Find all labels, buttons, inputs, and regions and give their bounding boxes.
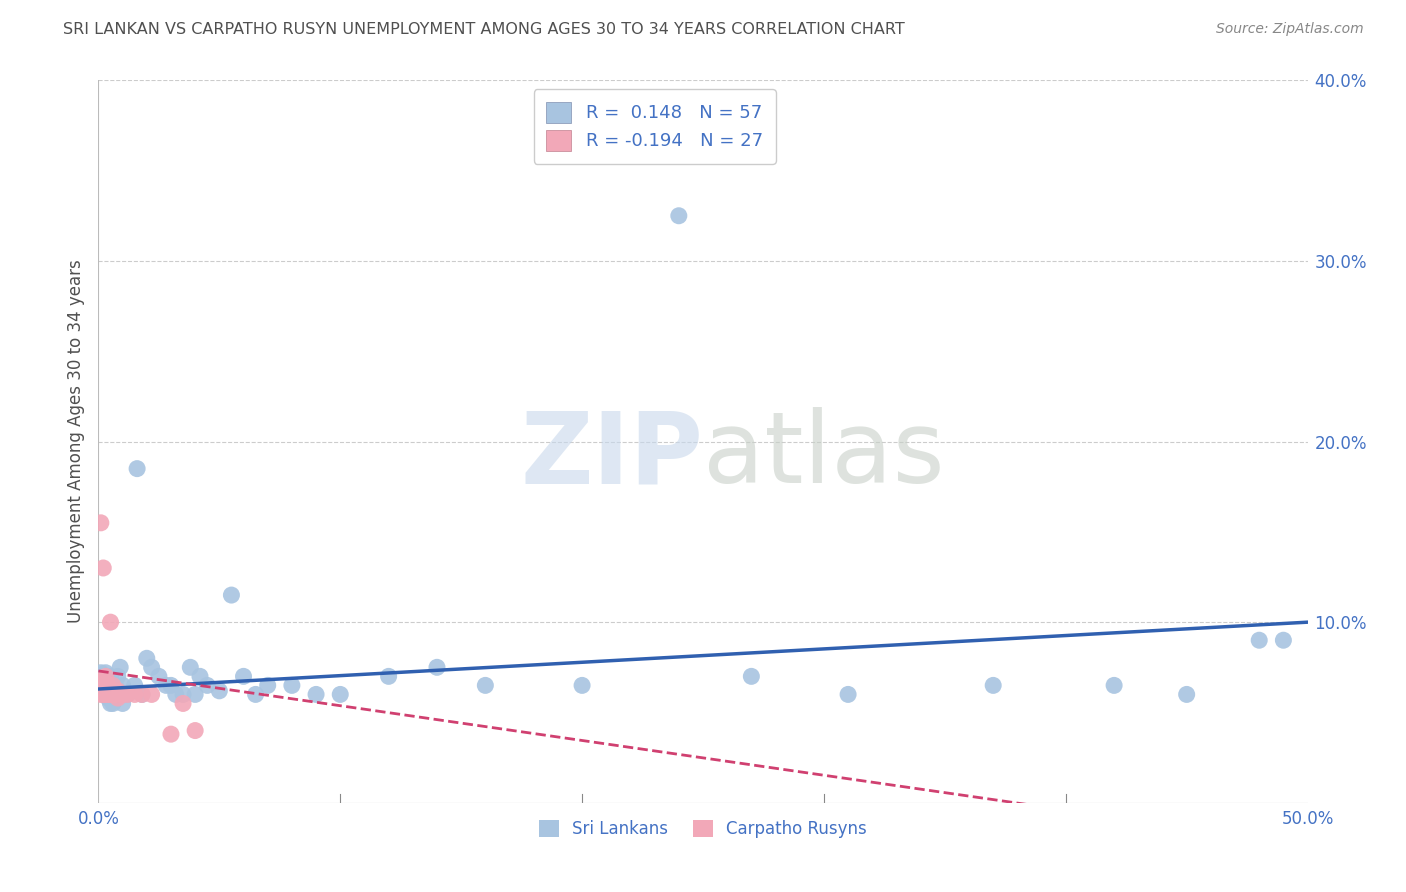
Point: [172, 687, 194, 701]
Point: [329, 687, 352, 701]
Point: [426, 660, 449, 674]
Point: [571, 678, 593, 692]
Point: [232, 669, 254, 683]
Point: [94, 665, 117, 680]
Point: [208, 683, 231, 698]
Point: [104, 691, 127, 706]
Point: [91, 669, 114, 683]
Point: [90, 678, 112, 692]
Point: [160, 727, 183, 741]
Point: [91, 678, 114, 692]
Point: [1272, 633, 1295, 648]
Point: [195, 678, 218, 692]
Point: [124, 678, 146, 692]
Text: SRI LANKAN VS CARPATHO RUSYN UNEMPLOYMENT AMONG AGES 30 TO 34 YEARS CORRELATION : SRI LANKAN VS CARPATHO RUSYN UNEMPLOYMEN…: [63, 22, 905, 37]
Point: [141, 660, 163, 674]
Point: [90, 674, 112, 689]
Point: [108, 687, 131, 701]
Point: [94, 678, 117, 692]
Point: [148, 669, 170, 683]
Point: [981, 678, 1004, 692]
Point: [188, 669, 211, 683]
Point: [160, 678, 183, 692]
Point: [101, 687, 124, 701]
Point: [117, 687, 139, 701]
Point: [184, 687, 207, 701]
Point: [91, 687, 114, 701]
Point: [111, 687, 134, 701]
Point: [179, 660, 201, 674]
Point: [221, 588, 243, 602]
Point: [107, 691, 129, 706]
Point: [135, 651, 157, 665]
Point: [97, 687, 120, 701]
Point: [91, 561, 114, 575]
Point: [97, 678, 120, 692]
Point: [305, 687, 328, 701]
Point: [172, 697, 194, 711]
Point: [245, 687, 267, 701]
Point: [837, 687, 859, 701]
Text: Source: ZipAtlas.com: Source: ZipAtlas.com: [1216, 22, 1364, 37]
Point: [131, 687, 153, 701]
Point: [94, 687, 117, 701]
Point: [124, 687, 146, 701]
Point: [111, 678, 134, 692]
Text: atlas: atlas: [703, 408, 945, 505]
Point: [90, 665, 112, 680]
Point: [117, 687, 139, 701]
Point: [740, 669, 762, 683]
Point: [281, 678, 304, 692]
Point: [1102, 678, 1125, 692]
Point: [108, 660, 131, 674]
Point: [100, 683, 122, 698]
Point: [100, 697, 122, 711]
Point: [141, 687, 163, 701]
Point: [101, 678, 124, 692]
Point: [1175, 687, 1198, 701]
Point: [668, 209, 690, 223]
Point: [165, 687, 187, 701]
Point: [97, 678, 120, 692]
Point: [101, 678, 124, 692]
Point: [184, 723, 207, 738]
Text: ZIP: ZIP: [520, 408, 703, 505]
Point: [377, 669, 399, 683]
Y-axis label: Unemployment Among Ages 30 to 34 years: Unemployment Among Ages 30 to 34 years: [66, 260, 84, 624]
Legend: Sri Lankans, Carpatho Rusyns: Sri Lankans, Carpatho Rusyns: [531, 814, 875, 845]
Point: [104, 687, 127, 701]
Point: [1249, 633, 1271, 648]
Point: [127, 461, 149, 475]
Point: [94, 669, 117, 683]
Point: [111, 697, 134, 711]
Point: [131, 687, 153, 701]
Point: [100, 687, 122, 701]
Point: [107, 669, 129, 683]
Point: [97, 691, 120, 706]
Point: [104, 678, 127, 692]
Point: [101, 687, 124, 701]
Point: [256, 678, 278, 692]
Point: [90, 687, 112, 701]
Point: [474, 678, 496, 692]
Point: [94, 687, 117, 701]
Point: [107, 687, 129, 701]
Point: [100, 669, 122, 683]
Point: [100, 615, 122, 630]
Point: [91, 673, 114, 687]
Point: [155, 678, 177, 692]
Point: [94, 673, 117, 687]
Point: [101, 697, 124, 711]
Point: [107, 683, 129, 698]
Point: [90, 516, 112, 530]
